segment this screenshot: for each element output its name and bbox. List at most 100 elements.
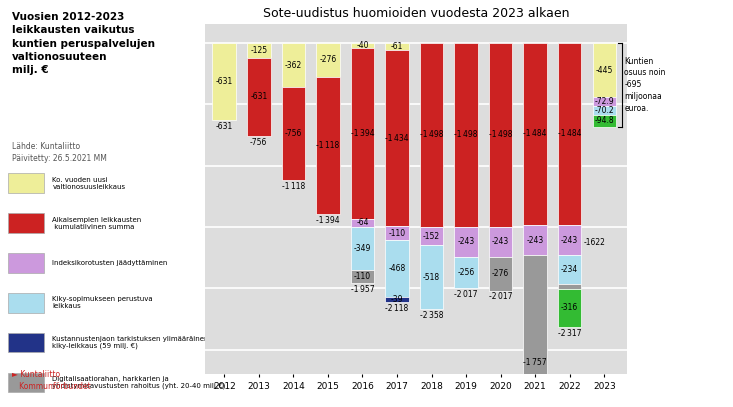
Bar [592, 98, 616, 107]
Text: -2 358: -2 358 [420, 311, 443, 320]
Text: Kiky-sopimukseen perustuva
leikkaus: Kiky-sopimukseen perustuva leikkaus [53, 296, 153, 309]
Bar [558, 284, 581, 289]
Bar [8, 253, 45, 273]
Bar [386, 50, 409, 226]
Text: Kustannustenjaon tarkistuksen ylimääräinen
kiky-leikkaus (59 milj. €): Kustannustenjaon tarkistuksen ylimääräin… [53, 336, 209, 350]
Text: -756: -756 [250, 138, 268, 147]
Text: -243: -243 [492, 237, 509, 246]
Text: -243: -243 [457, 237, 475, 246]
Text: -243: -243 [561, 236, 578, 245]
Text: -1 394: -1 394 [316, 216, 339, 225]
Bar [592, 107, 616, 115]
Bar [558, 225, 581, 255]
Text: -70.2: -70.2 [594, 106, 614, 115]
Text: -40: -40 [356, 41, 369, 50]
Text: -256: -256 [457, 268, 475, 277]
Bar [281, 87, 305, 180]
Text: Indeksikorotusten jäädyttäminen: Indeksikorotusten jäädyttäminen [53, 260, 168, 266]
Text: -631: -631 [216, 122, 233, 131]
Text: -72.9: -72.9 [594, 97, 614, 107]
Text: -1 498: -1 498 [489, 130, 512, 139]
Bar [523, 255, 547, 407]
Text: -631: -631 [216, 77, 233, 86]
Bar [8, 373, 45, 392]
Text: -1 484: -1 484 [558, 129, 581, 138]
Text: -316: -316 [561, 304, 578, 313]
Text: -1 118: -1 118 [316, 141, 339, 150]
Text: -94.8: -94.8 [594, 116, 614, 125]
Bar [8, 333, 45, 352]
Text: -349: -349 [354, 244, 371, 253]
Bar [386, 298, 409, 302]
Bar [350, 43, 374, 48]
Text: -756: -756 [284, 129, 302, 138]
Text: Vuosien 2012-2023
leikkausten vaikutus
kuntien peruspalvelujen
valtionosuuteen
m: Vuosien 2012-2023 leikkausten vaikutus k… [12, 12, 155, 75]
Text: -1 394: -1 394 [350, 129, 375, 138]
Bar [350, 227, 374, 270]
Text: -110: -110 [388, 229, 405, 238]
Text: -1 957: -1 957 [350, 285, 375, 294]
Bar [523, 43, 547, 225]
Bar [386, 240, 409, 298]
Text: -276: -276 [320, 55, 336, 64]
Bar [386, 226, 409, 240]
Text: Aikaisempien leikkausten
 kumulatiivinen summa: Aikaisempien leikkausten kumulatiivinen … [53, 217, 141, 230]
Bar [281, 43, 305, 87]
Text: Kuntien
osuus noin
-695
miljoonaa
euroa.: Kuntien osuus noin -695 miljoonaa euroa. [625, 57, 666, 113]
Text: Ko. vuoden uusi
valtionosuusleikkaus: Ko. vuoden uusi valtionosuusleikkaus [53, 177, 125, 190]
Text: -1 498: -1 498 [420, 130, 443, 139]
Bar [8, 213, 45, 233]
Bar [386, 43, 409, 50]
Bar [316, 43, 339, 77]
Bar [247, 58, 270, 136]
Bar [558, 255, 581, 284]
Text: -276: -276 [492, 269, 509, 278]
Bar [420, 43, 443, 227]
Text: Digitalisaatiorahan, harkkarien ja
yhdistymisavustusten rahoitus (yht. 20-40 mil: Digitalisaatiorahan, harkkarien ja yhdis… [53, 376, 226, 389]
Bar [454, 227, 478, 257]
Text: -631: -631 [250, 92, 268, 101]
Text: ► Kuntaliitto
   Kommunförbundet: ► Kuntaliitto Kommunförbundet [12, 370, 91, 391]
Bar [489, 227, 512, 257]
Bar [489, 257, 512, 291]
Text: -64: -64 [356, 219, 369, 228]
Text: -39: -39 [391, 295, 403, 304]
Text: -2 017: -2 017 [489, 292, 512, 302]
Text: -110: -110 [354, 272, 371, 281]
Bar [454, 257, 478, 288]
Bar [316, 77, 339, 214]
Text: -518: -518 [423, 273, 440, 282]
Text: -445: -445 [596, 66, 613, 74]
Text: -1 118: -1 118 [281, 182, 305, 191]
Bar [350, 48, 374, 219]
Text: -1622: -1622 [583, 238, 605, 247]
Bar [558, 43, 581, 225]
Bar [489, 43, 512, 227]
Bar [523, 225, 547, 255]
Bar [558, 289, 581, 327]
Bar [213, 43, 236, 120]
Text: -2 317: -2 317 [558, 329, 581, 338]
Bar [8, 173, 45, 193]
Bar [420, 227, 443, 245]
Bar [350, 219, 374, 227]
Bar [592, 115, 616, 127]
Bar [592, 43, 616, 98]
Bar [247, 43, 270, 58]
Bar [350, 270, 374, 283]
Text: -2 017: -2 017 [454, 290, 478, 299]
Text: -1 498: -1 498 [454, 130, 478, 139]
Bar [8, 293, 45, 313]
Text: -1 757: -1 757 [523, 358, 547, 368]
Text: -2 118: -2 118 [386, 304, 408, 313]
Title: Sote-uudistus huomioiden vuodesta 2023 alkaen: Sote-uudistus huomioiden vuodesta 2023 a… [262, 7, 570, 20]
Bar [454, 43, 478, 227]
Text: -152: -152 [423, 232, 440, 241]
Text: Lähde: Kuntaliitto
Päivitetty: 26.5.2021 MM: Lähde: Kuntaliitto Päivitetty: 26.5.2021… [12, 142, 107, 163]
Text: -1 434: -1 434 [385, 134, 409, 143]
Text: -362: -362 [284, 61, 302, 70]
Text: -243: -243 [526, 236, 544, 245]
Text: -234: -234 [561, 265, 578, 274]
Text: -468: -468 [388, 264, 405, 273]
Bar [420, 245, 443, 309]
